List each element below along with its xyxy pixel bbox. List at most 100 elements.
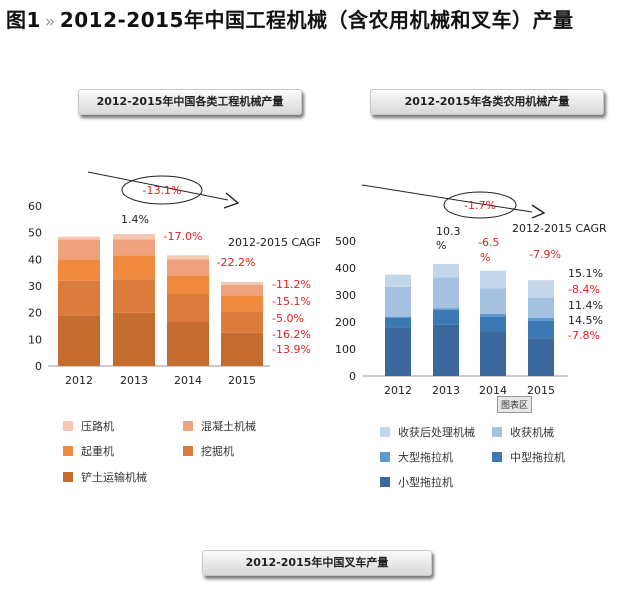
bar-segment (167, 255, 209, 260)
cagr-value-label: -15.1% (272, 295, 311, 308)
bar-segment (58, 280, 100, 316)
legend-item-large-tractor: 大型拖拉机 (380, 449, 453, 465)
legend-swatch (183, 421, 193, 431)
x-tick-label: 2014 (174, 374, 202, 387)
trend-arrow-head (531, 204, 546, 219)
bar-segment (385, 317, 411, 328)
bar-segment (433, 324, 459, 376)
cagr-header-label: 2012-2015 CAGR (228, 236, 320, 249)
bar-segment (167, 294, 209, 322)
legend-item-crane: 起重机 (63, 443, 114, 459)
legend-label: 起重机 (81, 445, 114, 458)
cagr-value-label: -5.0% (272, 312, 304, 325)
cagr-value-label: -13.9% (272, 343, 311, 356)
cagr-value-label: 14.5% (568, 314, 603, 327)
trend-arrow-line (361, 184, 533, 213)
legend-label: 铲土运输机械 (81, 471, 147, 484)
bar-segment (528, 320, 554, 339)
legend-item-medium-tractor: 中型拖拉机 (492, 449, 565, 465)
legend-swatch (492, 452, 502, 462)
bar-segment (385, 316, 411, 318)
bar-segment (528, 297, 554, 318)
bar-segment (433, 309, 459, 325)
overall-growth-circle (121, 175, 203, 205)
yoy-growth-label: 1.4% (121, 213, 149, 226)
bar-segment (113, 234, 155, 240)
x-tick-label: 2012 (384, 384, 412, 397)
legend-swatch (63, 421, 73, 431)
x-tick-label: 2012 (65, 374, 93, 387)
yoy-growth-label: 10.3 (436, 225, 461, 238)
y-tick-label: 200 (335, 316, 356, 329)
x-tick-label: 2013 (432, 384, 460, 397)
legend-swatch (63, 446, 73, 456)
bar-segment (221, 284, 263, 296)
bar-segment (58, 239, 100, 260)
title-separator: » (44, 12, 56, 32)
y-tick-label: 60 (28, 200, 42, 213)
bar-segment (480, 331, 506, 376)
yoy-growth-unit: % (480, 251, 490, 264)
trend-arrow-line (87, 171, 229, 201)
y-tick-label: 500 (335, 235, 356, 248)
legend-label: 收获后处理机械 (398, 426, 475, 439)
trend-arrow-head (223, 192, 240, 209)
legend-swatch (380, 452, 390, 462)
bar-segment (221, 282, 263, 285)
yoy-growth-unit: % (436, 239, 446, 252)
legend-swatch (380, 477, 390, 487)
y-tick-label: 10 (28, 333, 42, 346)
x-tick-label: 2015 (527, 384, 555, 397)
legend-item-earthmoving: 铲土运输机械 (63, 469, 147, 485)
bar-segment (167, 259, 209, 276)
bar-segment (385, 286, 411, 317)
x-tick-label: 2015 (228, 374, 256, 387)
bar-segment (221, 295, 263, 312)
cagr-value-label: -11.2% (272, 278, 311, 291)
y-tick-label: 50 (28, 227, 42, 240)
bar-segment (221, 311, 263, 333)
y-tick-label: 0 (35, 360, 42, 373)
legend-label: 混凝土机械 (201, 420, 256, 433)
yoy-growth-label: -17.0% (164, 230, 203, 243)
y-tick-label: 40 (28, 253, 42, 266)
y-tick-label: 100 (335, 343, 356, 356)
bar-segment (167, 275, 209, 294)
legend-swatch (183, 446, 193, 456)
cagr-value-label: 15.1% (568, 267, 603, 280)
legend-label: 大型拖拉机 (398, 451, 453, 464)
construction-chart-title: 2012-2015年中国各类工程机械产量 (78, 89, 302, 115)
bar-segment (58, 315, 100, 366)
bar-segment (433, 263, 459, 278)
yoy-growth-label: -7.9% (529, 248, 561, 261)
bar-segment (113, 279, 155, 313)
bar-segment (528, 338, 554, 376)
bar-segment (385, 274, 411, 287)
legend-swatch (63, 472, 73, 482)
bar-segment (58, 259, 100, 281)
figure-number: 图1 (6, 8, 41, 32)
legend-item-roller: 压路机 (63, 418, 114, 434)
chart-area-tooltip: 图表区 (497, 396, 533, 413)
y-tick-label: 20 (28, 307, 42, 320)
page-title: 图1» 2012-2015年中国工程机械（含农用机械和叉车）产量 (6, 4, 573, 33)
figure-title-text: 2012-2015年中国工程机械（含农用机械和叉车）产量 (59, 8, 574, 32)
legend-label: 挖掘机 (201, 445, 234, 458)
bar-segment (221, 332, 263, 366)
bar-segment (113, 255, 155, 280)
overall-growth-label: -13.1% (143, 184, 182, 197)
legend-label: 中型拖拉机 (510, 451, 565, 464)
legend-item-harvester: 收获机械 (492, 424, 554, 440)
bar-segment (480, 288, 506, 314)
bar-segment (433, 308, 459, 310)
bar-segment (528, 280, 554, 298)
agricultural-chart-title: 2012-2015年各类农用机械产量 (370, 89, 604, 115)
agricultural-machinery-chart: 0 100 200 300 400 500 2012 2013 2014 2015 -1.7%10.… (335, 184, 607, 397)
bar-segment (480, 313, 506, 317)
yoy-growth-label: -6.5 (478, 236, 499, 249)
legend-swatch (492, 427, 502, 437)
bar-segment (167, 322, 209, 366)
x-tick-label: 2013 (120, 374, 148, 387)
bar-segment (480, 316, 506, 332)
overall-growth-circle (443, 191, 517, 219)
